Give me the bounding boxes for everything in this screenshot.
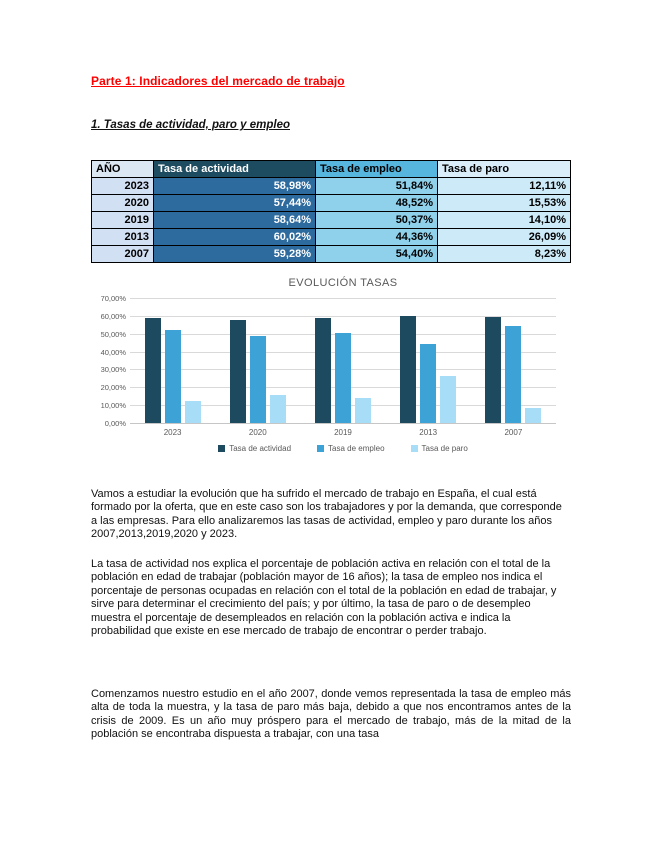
bar-group — [386, 298, 471, 423]
bar-tasa-de-paro — [440, 376, 457, 423]
bar-tasa-de-empleo — [420, 343, 437, 423]
table-cell: 15,53% — [437, 194, 571, 212]
table-cell: 50,37% — [315, 211, 438, 229]
bar-tasa-de-paro — [354, 397, 371, 423]
chart-plot-area — [130, 298, 556, 424]
x-axis-line — [130, 423, 556, 424]
table-cell: 54,40% — [315, 245, 438, 263]
y-axis-tick-label: 20,00% — [100, 383, 126, 393]
paragraph-analysis-2007: Comenzamos nuestro estudio en el año 200… — [91, 688, 571, 741]
table-cell: 51,84% — [315, 177, 438, 195]
table-row: 2019 58,64% 50,37% 14,10% — [91, 211, 571, 229]
bar-tasa-de-empleo — [164, 330, 181, 423]
table-cell: 2020 — [91, 194, 154, 212]
y-axis-tick-label: 30,00% — [100, 365, 126, 375]
table-row: 2007 59,28% 54,40% 8,23% — [91, 245, 571, 263]
legend-label: Tasa de empleo — [328, 444, 385, 453]
y-axis-tick-label: 50,00% — [100, 329, 126, 339]
rates-bar-chart: EVOLUCIÓN TASAS Tasa de actividad Tasa de… — [86, 276, 600, 464]
table-cell: 2023 — [91, 177, 154, 195]
table-cell: 12,11% — [437, 177, 571, 195]
table-cell: 58,98% — [153, 177, 316, 195]
legend-swatch-icon — [410, 445, 418, 452]
legend-item: Tasa de actividad — [218, 444, 291, 453]
table-cell: 2013 — [91, 228, 154, 246]
table-row: 2013 60,02% 44,36% 26,09% — [91, 228, 571, 246]
legend-label: Tasa de paro — [421, 444, 468, 453]
x-axis-category-label: 2013 — [419, 428, 438, 437]
y-axis-tick-label: 10,00% — [100, 401, 126, 411]
chart-legend: Tasa de actividad Tasa de empleo Tasa de p… — [130, 444, 556, 453]
table-cell: 14,10% — [437, 211, 571, 229]
page-title: Parte 1: Indicadores del mercado de trab… — [91, 74, 345, 88]
y-axis-tick-label: 0,00% — [104, 419, 126, 428]
legend-item: Tasa de empleo — [317, 444, 385, 453]
table-cell: 58,64% — [153, 211, 316, 229]
bar-group — [215, 298, 300, 423]
legend-label: Tasa de actividad — [229, 444, 292, 453]
gridline — [130, 298, 556, 299]
column-header: Tasa de empleo — [315, 160, 438, 178]
table-cell: 44,36% — [315, 228, 438, 246]
x-axis-category-label: 2007 — [504, 428, 523, 437]
table-cell: 26,09% — [437, 228, 571, 246]
table-body: 2023 58,98% 51,84% 12,11% 2020 57,44% 48,52% 15… — [91, 177, 571, 263]
table-cell: 2007 — [91, 245, 154, 263]
bar-group — [471, 298, 556, 423]
gridline — [130, 315, 556, 317]
bar-tasa-de-paro — [525, 408, 542, 423]
x-axis-category-label: 2020 — [248, 428, 267, 437]
bar-group — [300, 298, 385, 423]
bar-tasa-de-empleo — [505, 325, 522, 423]
table-cell: 59,28% — [153, 245, 316, 263]
section-heading: 1. Tasas de actividad, paro y empleo — [91, 119, 290, 131]
table-cell: 8,23% — [437, 245, 571, 263]
legend-swatch-icon — [317, 445, 325, 452]
bar-tasa-de-actividad — [144, 317, 161, 423]
rates-table: AÑO Tasa de actividad Tasa de empleo Tasa d… — [91, 160, 571, 263]
bar-tasa-de-paro — [269, 395, 286, 423]
bar-group — [130, 298, 215, 423]
y-axis-tick-label: 40,00% — [100, 347, 126, 357]
x-axis-category-label: 2023 — [163, 428, 182, 437]
legend-swatch-icon — [218, 445, 226, 452]
bar-tasa-de-actividad — [314, 318, 331, 423]
table-row: 2023 58,98% 51,84% 12,11% — [91, 177, 571, 195]
bar-tasa-de-paro — [184, 401, 201, 423]
bar-tasa-de-actividad — [229, 320, 246, 423]
bar-tasa-de-empleo — [334, 333, 351, 423]
table-cell: 2019 — [91, 211, 154, 229]
bar-tasa-de-actividad — [400, 315, 417, 423]
table-header-row: AÑO Tasa de actividad Tasa de empleo Tasa d… — [91, 160, 571, 178]
column-header: AÑO — [91, 160, 154, 178]
table-cell: 60,02% — [153, 228, 316, 246]
table-header: AÑO Tasa de actividad Tasa de empleo Tasa d… — [91, 160, 571, 178]
bar-tasa-de-actividad — [485, 317, 502, 423]
bar-tasa-de-empleo — [249, 336, 266, 423]
chart-title: EVOLUCIÓN TASAS — [288, 277, 398, 289]
column-header: Tasa de paro — [437, 160, 571, 178]
x-axis-category-label: 2019 — [334, 428, 352, 437]
paragraph-definitions: La tasa de actividad nos explica el porc… — [91, 558, 557, 638]
column-header: Tasa de actividad — [153, 160, 316, 178]
table-cell: 48,52% — [315, 194, 438, 212]
y-axis-tick-label: 70,00% — [100, 294, 126, 303]
table-row: 2020 57,44% 48,52% 15,53% — [91, 194, 571, 212]
paragraph-intro: Vamos a estudiar la evolución que ha suf… — [91, 488, 562, 541]
legend-item: Tasa de paro — [410, 444, 468, 453]
y-axis-tick-label: 60,00% — [100, 311, 126, 321]
table-cell: 57,44% — [153, 194, 316, 212]
